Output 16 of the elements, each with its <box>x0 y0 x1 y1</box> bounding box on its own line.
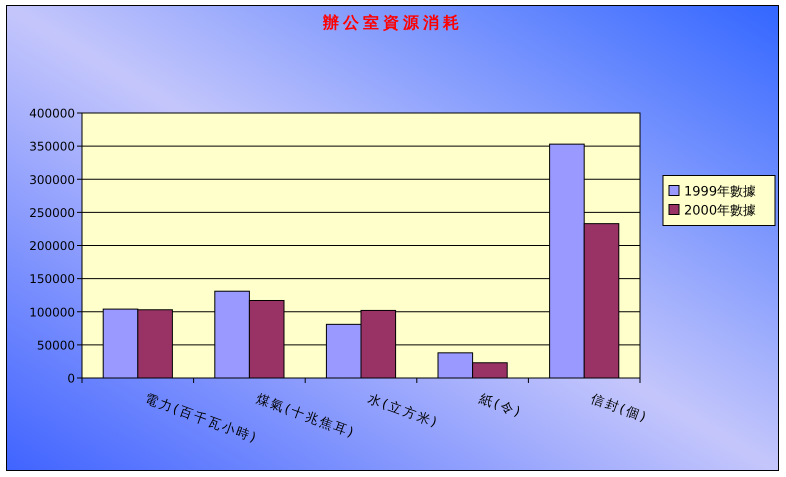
legend-label: 1999年數據 <box>684 184 756 200</box>
x-tick-label: 煤氣(十兆焦耳) <box>254 392 358 442</box>
y-tick-label: 200000 <box>29 239 75 253</box>
title: 辦公室資源消耗 <box>323 13 463 32</box>
y-tick-label: 400000 <box>29 106 75 120</box>
x-tick-label: 水(立方米) <box>366 390 441 432</box>
y-tick-label: 300000 <box>29 172 75 187</box>
y-tick-label: 250000 <box>29 206 75 220</box>
y-tick-label: 50000 <box>36 338 75 352</box>
y-tick-label: 100000 <box>29 305 75 320</box>
legend-label: 2000年數據 <box>684 204 756 218</box>
y-tick-label: 350000 <box>29 140 75 154</box>
y-tick-label: 0 <box>67 372 75 386</box>
y-tick-label: 150000 <box>29 272 75 286</box>
x-tick-label: 紙(令) <box>477 392 524 421</box>
x-tick-label: 信封(個) <box>588 392 650 426</box>
